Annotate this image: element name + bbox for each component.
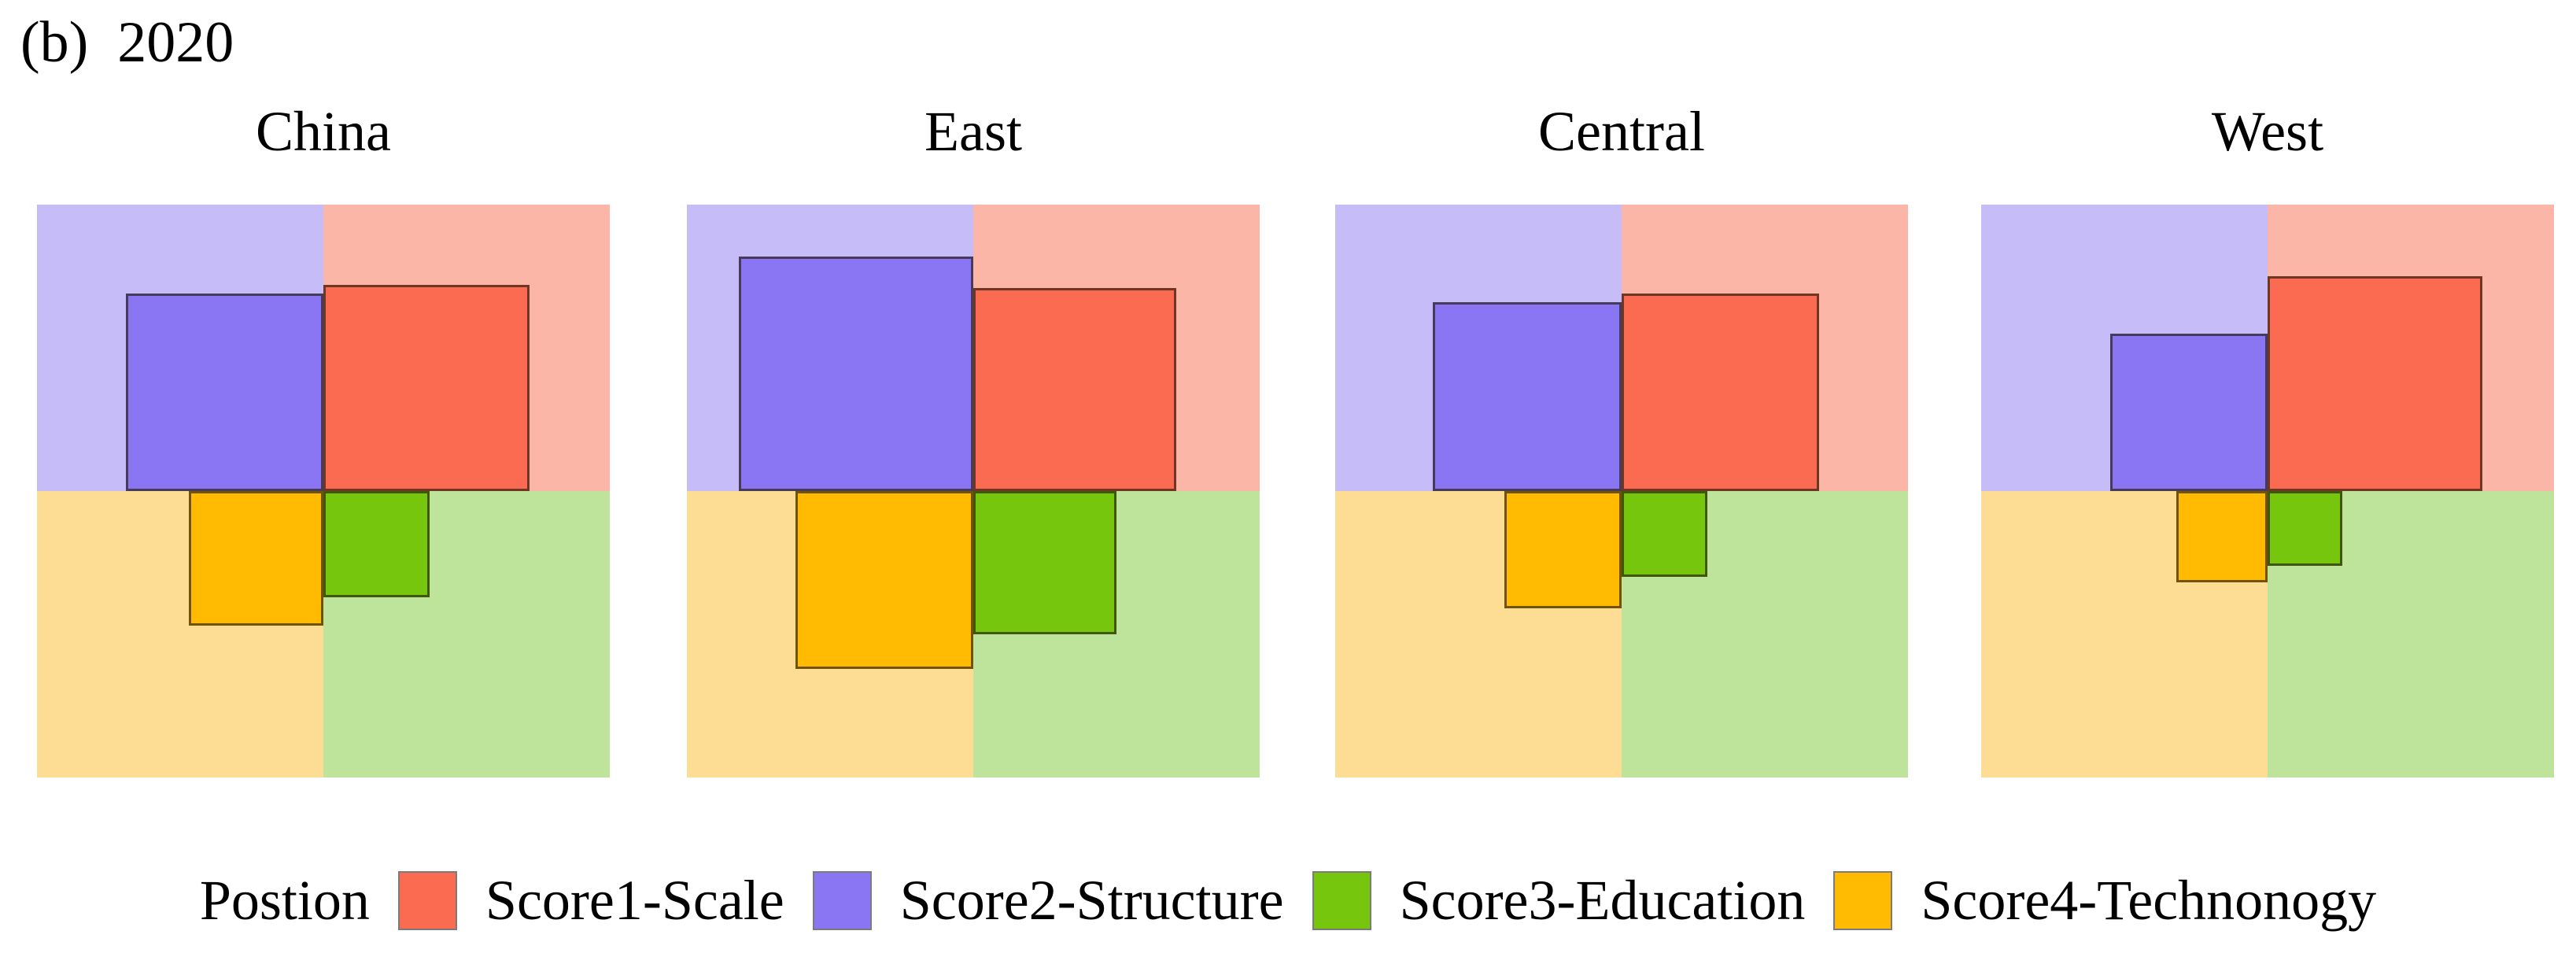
score3-education-square: [2268, 491, 2342, 566]
legend-label-score2: Score2-Structure: [899, 869, 1284, 932]
score3-education-square: [1622, 491, 1707, 577]
score3-education-square: [973, 491, 1116, 634]
score2-structure-swatch: [812, 870, 872, 930]
legend-label-score4: Score4-Technonogy: [1921, 869, 2377, 932]
legend-item-score1: Score1-Scale: [397, 869, 784, 932]
score2-structure-square: [739, 257, 973, 491]
score4-technology-square: [2176, 491, 2268, 582]
score2-structure-square: [2110, 334, 2268, 491]
score4-technology-square: [795, 491, 973, 669]
score3-education-swatch: [1312, 870, 1371, 930]
score1-scale-square: [1622, 294, 1819, 491]
score1-scale-swatch: [397, 870, 457, 930]
score1-scale-square: [973, 288, 1176, 491]
panel-title-central: Central: [1538, 100, 1705, 163]
figure-title: (b) 2020: [20, 10, 234, 75]
panel-title-china: China: [256, 100, 391, 163]
legend-item-score4: Score4-Technonogy: [1833, 869, 2377, 932]
score4-technology-swatch: [1833, 870, 1893, 930]
panel-west: [1981, 205, 2554, 778]
score2-structure-square: [126, 294, 323, 491]
panel-central: [1335, 205, 1908, 778]
panel-title-west: West: [2211, 100, 2324, 163]
score4-technology-square: [189, 491, 323, 626]
legend: Postion Score1-Scale Score2-Structure Sc…: [0, 855, 2576, 946]
panel-title-east: East: [924, 100, 1022, 163]
legend-label-score1: Score1-Scale: [485, 869, 784, 932]
score4-technology-square: [1504, 491, 1622, 608]
score1-scale-square: [323, 285, 530, 491]
score1-scale-square: [2268, 276, 2482, 491]
panel-china: [37, 205, 610, 778]
legend-label-score3: Score3-Education: [1399, 869, 1806, 932]
legend-item-score3: Score3-Education: [1312, 869, 1806, 932]
score2-structure-square: [1433, 302, 1622, 491]
legend-title: Postion: [199, 869, 370, 932]
panel-east: [687, 205, 1260, 778]
score3-education-square: [323, 491, 430, 597]
legend-item-score2: Score2-Structure: [812, 869, 1284, 932]
